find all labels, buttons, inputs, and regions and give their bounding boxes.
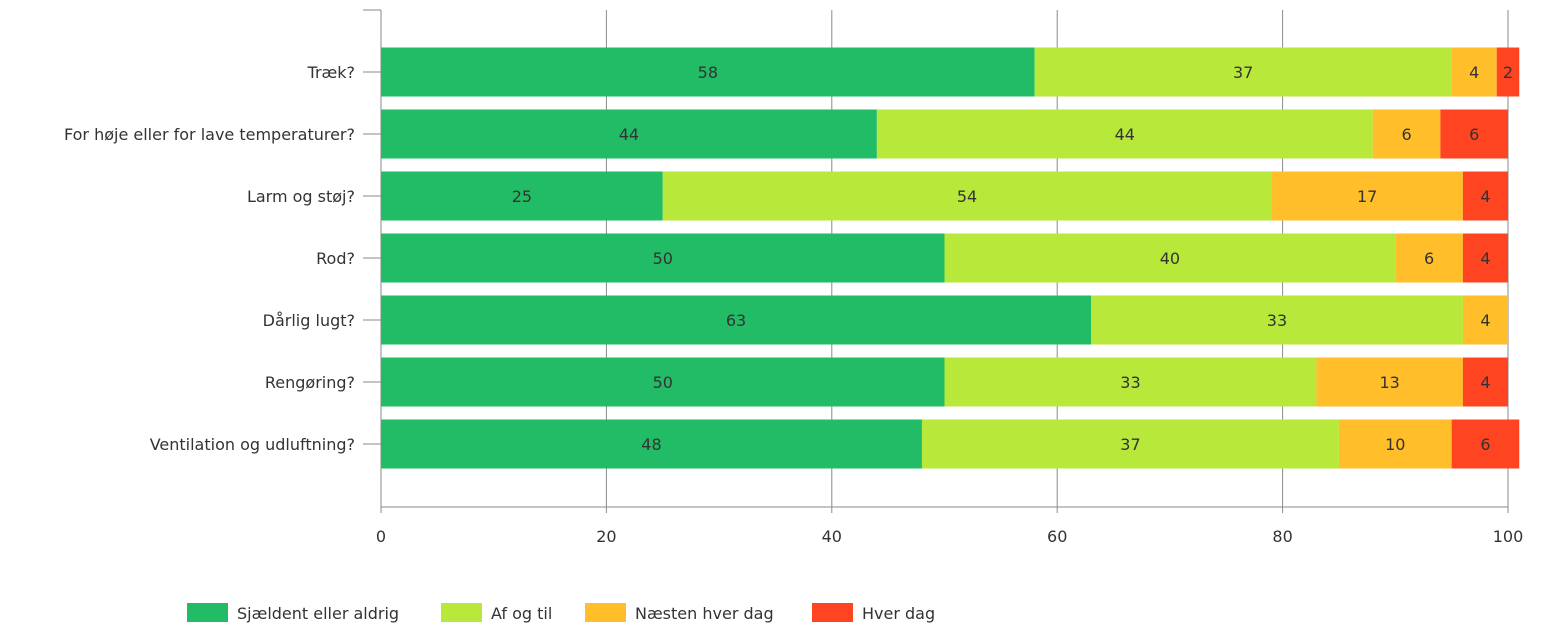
bar-segment (944, 357, 1317, 407)
bar-segment (381, 109, 877, 159)
legend-swatch (187, 603, 228, 622)
x-tick-label: 80 (1272, 527, 1292, 546)
bar-segment (1034, 47, 1452, 97)
x-tick-label: 20 (596, 527, 616, 546)
data-label: 6 (1480, 435, 1490, 454)
category-label: For høje eller for lave temperaturer? (64, 125, 355, 144)
bar-segment (1338, 419, 1452, 469)
bar-segment (1451, 419, 1520, 469)
category-label: Ventilation og udluftning? (150, 435, 355, 454)
legend-swatch (441, 603, 482, 622)
legend: Sjældent eller aldrig Af og til Næsten hve… (187, 603, 935, 623)
data-label: 58 (698, 63, 718, 82)
data-label: 63 (726, 311, 746, 330)
category-label: Rengøring? (265, 373, 355, 392)
data-label: 37 (1120, 435, 1140, 454)
data-label: 4 (1480, 311, 1490, 330)
bar-segment (1091, 295, 1463, 345)
data-label: 33 (1267, 311, 1287, 330)
data-label: 44 (1115, 125, 1135, 144)
bars: 58 37 4 2 44 44 6 6 25 54 17 4 50 40 6 4 63 33 4 50 33 13 4 48 3… (381, 47, 1520, 469)
data-label: 4 (1480, 249, 1490, 268)
bar-segment (1462, 233, 1508, 283)
bar-segment (381, 171, 663, 221)
axes: 0 20 40 60 80 100 Træk? For høje eller for lave… (64, 9, 1524, 546)
legend-label: Sjældent eller aldrig (237, 604, 399, 623)
data-label: 2 (1503, 63, 1513, 82)
bar-segment (1462, 357, 1508, 407)
data-label: 4 (1480, 187, 1490, 206)
x-tick-label: 0 (376, 527, 386, 546)
data-label: 4 (1480, 373, 1490, 392)
legend-label: Næsten hver dag (635, 604, 774, 623)
bar-segment (381, 295, 1092, 345)
bar-segment (1440, 109, 1508, 159)
bar-segment (921, 419, 1339, 469)
bar-segment (381, 47, 1035, 97)
data-label: 54 (957, 187, 977, 206)
data-label: 6 (1469, 125, 1479, 144)
data-label: 50 (653, 373, 673, 392)
bar-segment (944, 233, 1396, 283)
category-label: Dårlig lugt? (263, 311, 355, 330)
data-label: 33 (1120, 373, 1140, 392)
x-tick-label: 40 (822, 527, 842, 546)
bar-segment (1462, 295, 1508, 345)
bar-segment (876, 109, 1373, 159)
legend-label: Af og til (491, 604, 552, 623)
x-tick-label: 100 (1493, 527, 1524, 546)
data-label: 6 (1424, 249, 1434, 268)
data-label: 17 (1357, 187, 1377, 206)
bar-segment (1316, 357, 1463, 407)
category-label: Rod? (316, 249, 355, 268)
data-label: 13 (1379, 373, 1399, 392)
bar-segment (381, 419, 922, 469)
data-label: 6 (1401, 125, 1411, 144)
data-label: 40 (1160, 249, 1180, 268)
bar-segment (381, 357, 945, 407)
legend-label: Hver dag (862, 604, 935, 623)
bar-segment (1271, 171, 1463, 221)
legend-swatch (585, 603, 626, 622)
bar-segment (381, 233, 945, 283)
data-label: 25 (512, 187, 532, 206)
bar-segment (1451, 47, 1497, 97)
bar-segment (662, 171, 1272, 221)
x-tick-label: 60 (1047, 527, 1067, 546)
bar-segment (1372, 109, 1441, 159)
data-label: 37 (1233, 63, 1253, 82)
data-label: 44 (619, 125, 639, 144)
data-label: 50 (653, 249, 673, 268)
bar-segment (1462, 171, 1508, 221)
category-label: Larm og støj? (247, 187, 355, 206)
bar-segment (1395, 233, 1463, 283)
category-label: Træk? (307, 63, 355, 82)
data-label: 48 (641, 435, 661, 454)
bar-segment (1496, 47, 1520, 97)
data-label: 4 (1469, 63, 1479, 82)
data-label: 10 (1385, 435, 1405, 454)
legend-swatch (812, 603, 853, 622)
